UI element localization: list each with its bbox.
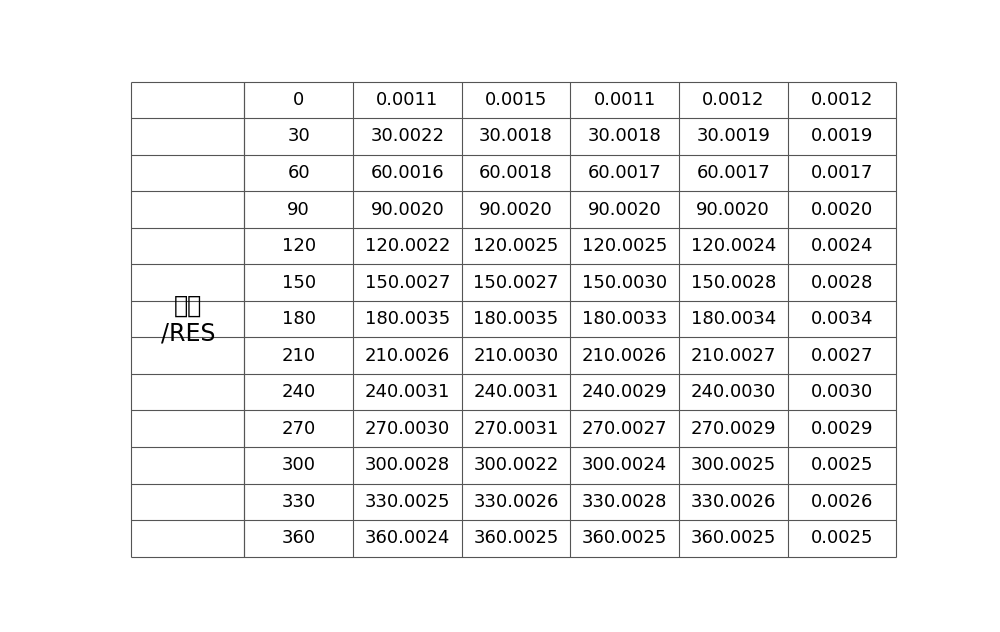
Text: 60.0016: 60.0016	[371, 164, 444, 182]
Text: 180.0035: 180.0035	[473, 310, 559, 328]
Text: 360.0024: 360.0024	[365, 530, 450, 547]
Text: 120.0025: 120.0025	[473, 237, 559, 255]
Text: 0.0030: 0.0030	[811, 383, 873, 401]
Text: 30.0022: 30.0022	[370, 128, 444, 145]
Text: 120.0024: 120.0024	[691, 237, 776, 255]
Text: 360.0025: 360.0025	[582, 530, 667, 547]
Text: 210.0030: 210.0030	[473, 347, 559, 365]
Text: 240.0031: 240.0031	[365, 383, 450, 401]
Text: 60.0018: 60.0018	[479, 164, 553, 182]
Text: 330: 330	[282, 493, 316, 511]
Text: 240.0030: 240.0030	[691, 383, 776, 401]
Text: 0.0026: 0.0026	[811, 493, 873, 511]
Text: 旋变
/RES: 旋变 /RES	[161, 293, 215, 345]
Text: 0.0025: 0.0025	[811, 530, 873, 547]
Text: 150.0027: 150.0027	[473, 274, 559, 291]
Text: 150.0027: 150.0027	[365, 274, 450, 291]
Text: 30.0018: 30.0018	[588, 128, 661, 145]
Text: 0.0029: 0.0029	[811, 420, 873, 438]
Text: 300.0028: 300.0028	[365, 456, 450, 474]
Text: 330.0025: 330.0025	[365, 493, 450, 511]
Text: 150.0028: 150.0028	[691, 274, 776, 291]
Text: 90.0020: 90.0020	[696, 200, 770, 219]
Text: 180.0033: 180.0033	[582, 310, 667, 328]
Text: 90.0020: 90.0020	[479, 200, 553, 219]
Text: 300.0025: 300.0025	[691, 456, 776, 474]
Text: 30: 30	[287, 128, 310, 145]
Text: 0.0011: 0.0011	[376, 91, 438, 109]
Text: 150.0030: 150.0030	[582, 274, 667, 291]
Text: 90.0020: 90.0020	[588, 200, 661, 219]
Text: 30.0018: 30.0018	[479, 128, 553, 145]
Text: 240.0031: 240.0031	[473, 383, 559, 401]
Text: 0.0027: 0.0027	[811, 347, 873, 365]
Text: 30.0019: 30.0019	[696, 128, 770, 145]
Text: 0.0034: 0.0034	[811, 310, 873, 328]
Text: 0.0015: 0.0015	[485, 91, 547, 109]
Text: 0: 0	[293, 91, 304, 109]
Text: 90: 90	[287, 200, 310, 219]
Text: 330.0026: 330.0026	[691, 493, 776, 511]
Text: 270.0030: 270.0030	[365, 420, 450, 438]
Text: 60.0017: 60.0017	[588, 164, 661, 182]
Text: 300.0022: 300.0022	[473, 456, 559, 474]
Text: 180.0034: 180.0034	[691, 310, 776, 328]
Text: 0.0019: 0.0019	[811, 128, 873, 145]
Text: 360: 360	[282, 530, 316, 547]
Text: 120.0022: 120.0022	[365, 237, 450, 255]
Text: 330.0028: 330.0028	[582, 493, 667, 511]
Text: 330.0026: 330.0026	[473, 493, 559, 511]
Text: 240.0029: 240.0029	[582, 383, 667, 401]
Text: 0.0012: 0.0012	[702, 91, 764, 109]
Text: 120.0025: 120.0025	[582, 237, 667, 255]
Text: 150: 150	[282, 274, 316, 291]
Text: 0.0017: 0.0017	[811, 164, 873, 182]
Text: 0.0012: 0.0012	[811, 91, 873, 109]
Text: 210.0026: 210.0026	[365, 347, 450, 365]
Text: 210.0027: 210.0027	[691, 347, 776, 365]
Text: 0.0025: 0.0025	[811, 456, 873, 474]
Text: 0.0024: 0.0024	[811, 237, 873, 255]
Text: 240: 240	[282, 383, 316, 401]
Text: 90.0020: 90.0020	[370, 200, 444, 219]
Text: 360.0025: 360.0025	[473, 530, 559, 547]
Text: 210.0026: 210.0026	[582, 347, 667, 365]
Text: 0.0020: 0.0020	[811, 200, 873, 219]
Text: 270: 270	[282, 420, 316, 438]
Text: 210: 210	[282, 347, 316, 365]
Text: 180: 180	[282, 310, 316, 328]
Text: 120: 120	[282, 237, 316, 255]
Text: 270.0027: 270.0027	[582, 420, 667, 438]
Text: 0.0011: 0.0011	[593, 91, 656, 109]
Text: 0.0028: 0.0028	[811, 274, 873, 291]
Text: 360.0025: 360.0025	[691, 530, 776, 547]
Text: 270.0031: 270.0031	[473, 420, 559, 438]
Text: 300: 300	[282, 456, 316, 474]
Text: 60.0017: 60.0017	[696, 164, 770, 182]
Text: 300.0024: 300.0024	[582, 456, 667, 474]
Text: 60: 60	[287, 164, 310, 182]
Text: 180.0035: 180.0035	[365, 310, 450, 328]
Text: 270.0029: 270.0029	[690, 420, 776, 438]
